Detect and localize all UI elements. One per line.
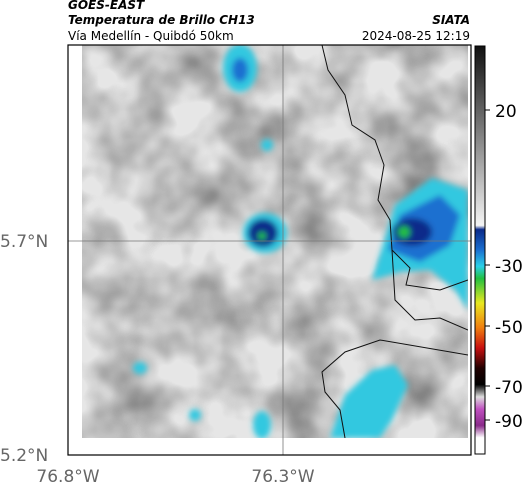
border-line — [321, 45, 468, 291]
longitude-label: 76.8°W — [36, 467, 99, 487]
colorbar-label: -90 — [495, 412, 523, 432]
satellite-name: GOES-EAST — [68, 0, 145, 12]
colorbar-label: -50 — [495, 318, 523, 338]
map-frame — [67, 44, 472, 456]
latitude-label: 5.2°N — [0, 446, 48, 466]
longitude-label: 76.3°W — [251, 467, 314, 487]
datetime: 2024-08-25 12:19 — [362, 29, 470, 43]
cold-clouds — [133, 45, 468, 438]
colorbar-label: 20 — [495, 102, 517, 122]
border-line — [391, 249, 468, 331]
source: SIATA — [432, 13, 470, 27]
colorbar-label: -70 — [495, 378, 523, 398]
colorbar — [474, 45, 486, 455]
colorbar-label: -30 — [495, 257, 523, 277]
subtitle: Vía Medellín - Quibdó 50km — [68, 29, 234, 43]
satellite-image — [82, 45, 468, 438]
border-line — [321, 339, 468, 438]
latitude-label: 5.7°N — [0, 232, 48, 252]
colorbar-ticks — [485, 109, 490, 421]
chart-title: Temperatura de Brillo CH13 — [68, 13, 255, 27]
